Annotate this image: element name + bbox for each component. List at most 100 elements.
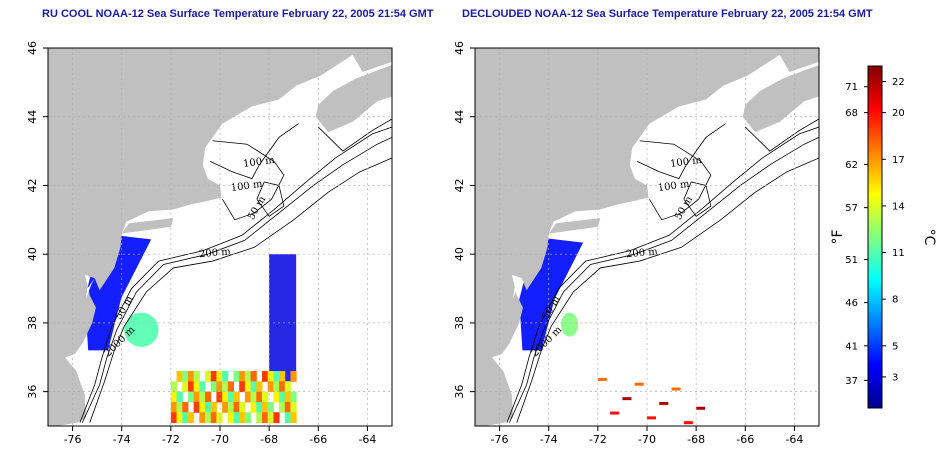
sst-cell [182, 412, 189, 424]
sst-cell [244, 381, 252, 393]
x-tick-label: -64 [785, 433, 803, 446]
x-tick-label: -68 [687, 433, 705, 446]
bathymetry-contour [89, 157, 392, 423]
sst-cell [210, 401, 217, 413]
sst-cell [210, 371, 217, 382]
land-nova-scotia [315, 65, 392, 133]
right-map-title: DECLOUDED NOAA-12 Sea Surface Temperatur… [462, 8, 873, 20]
y-tick-label: 44 [26, 110, 39, 124]
sst-cell [290, 371, 297, 382]
sst-cell [182, 401, 189, 413]
sst-cell [176, 371, 183, 382]
contour-label: 200 m [626, 247, 659, 261]
contour-label: 100 m [669, 155, 702, 170]
sst-cell [193, 391, 200, 403]
y-tick-label: 36 [26, 385, 39, 399]
sst-cell [170, 391, 178, 403]
sst-cell [227, 401, 235, 413]
sst-cell [267, 412, 274, 424]
celsius-tick-label: 22 [892, 77, 905, 88]
sst-cell [227, 381, 235, 393]
y-tick-label: 36 [453, 385, 466, 399]
sst-cell [227, 412, 235, 424]
sst-cell [176, 401, 183, 413]
sst-cell [239, 412, 246, 424]
sst-cell [233, 391, 240, 403]
sst-cell [210, 412, 217, 424]
sst-patch-eastern-swath [269, 254, 297, 382]
sst-cell [261, 371, 269, 382]
sst-cell [233, 371, 240, 382]
sst-cell [284, 391, 291, 403]
sst-cell [261, 412, 269, 424]
sst-cell [261, 391, 269, 403]
delaware-bay [86, 278, 95, 299]
y-tick-label: 40 [26, 247, 39, 261]
fahrenheit-tick-label: 71 [845, 82, 858, 93]
sst-cell [176, 412, 183, 424]
sst-cell [187, 412, 195, 424]
sst-cell [244, 391, 252, 403]
celsius-unit-label: °C [921, 229, 937, 246]
sst-fragment [696, 406, 706, 410]
sst-cell [170, 412, 178, 424]
sst-cell [256, 381, 263, 393]
bathymetry-contour [637, 123, 726, 180]
sst-cell [279, 371, 286, 382]
sst-cell [193, 371, 200, 382]
sst-fragment [671, 387, 681, 391]
land-mainland [48, 48, 392, 426]
fahrenheit-unit-label: °F [830, 229, 846, 244]
bathymetry-contour [256, 181, 285, 217]
sst-cell [250, 381, 257, 393]
celsius-tick-label: 5 [892, 341, 898, 352]
y-tick-label: 38 [453, 316, 466, 330]
celsius-tick-label: 3 [892, 372, 898, 383]
contour-label: 100 m [242, 155, 275, 170]
sst-cell [170, 401, 178, 413]
fahrenheit-tick-label: 62 [845, 160, 858, 171]
sst-cell [216, 381, 223, 393]
sst-cell [199, 381, 206, 393]
sst-cell [205, 391, 212, 403]
celsius-tick-label: 20 [892, 108, 905, 119]
sst-cell [279, 391, 286, 403]
y-tick-label: 46 [453, 41, 466, 55]
x-tick-label: -70 [211, 433, 229, 446]
sst-cell [244, 371, 252, 382]
sst-cell [290, 391, 297, 403]
sst-cell [187, 391, 195, 403]
land-long-island [548, 218, 601, 234]
sst-cell [205, 401, 212, 413]
sst-cell [222, 381, 229, 393]
sst-cell [256, 401, 263, 413]
sst-patch-slope-water [124, 312, 159, 347]
sst-cell [256, 391, 263, 403]
x-tick-label: -72 [589, 433, 607, 446]
sst-cell [284, 381, 291, 393]
celsius-tick-label: 11 [892, 248, 905, 259]
bathymetry-contour [210, 123, 299, 180]
sst-cell [273, 381, 280, 393]
sst-cell [250, 391, 257, 403]
sst-fragment [647, 416, 656, 420]
sst-cell [187, 381, 195, 393]
sst-cell [216, 371, 223, 382]
sst-fragment [634, 382, 644, 386]
sst-cell [284, 401, 291, 413]
sst-cell [267, 381, 274, 393]
sst-cell [199, 412, 206, 424]
sst-cell [193, 401, 200, 413]
y-tick-label: 40 [453, 247, 466, 261]
sst-cell [273, 391, 280, 403]
y-tick-label: 38 [26, 316, 39, 330]
sst-cell [239, 401, 246, 413]
y-tick-label: 42 [26, 178, 39, 192]
celsius-tick-label: 8 [892, 295, 898, 306]
sst-cell [239, 381, 246, 393]
x-tick-label: -66 [736, 433, 754, 446]
sst-cell [290, 412, 297, 424]
x-tick-label: -74 [540, 433, 558, 446]
x-tick-label: -66 [309, 433, 327, 446]
